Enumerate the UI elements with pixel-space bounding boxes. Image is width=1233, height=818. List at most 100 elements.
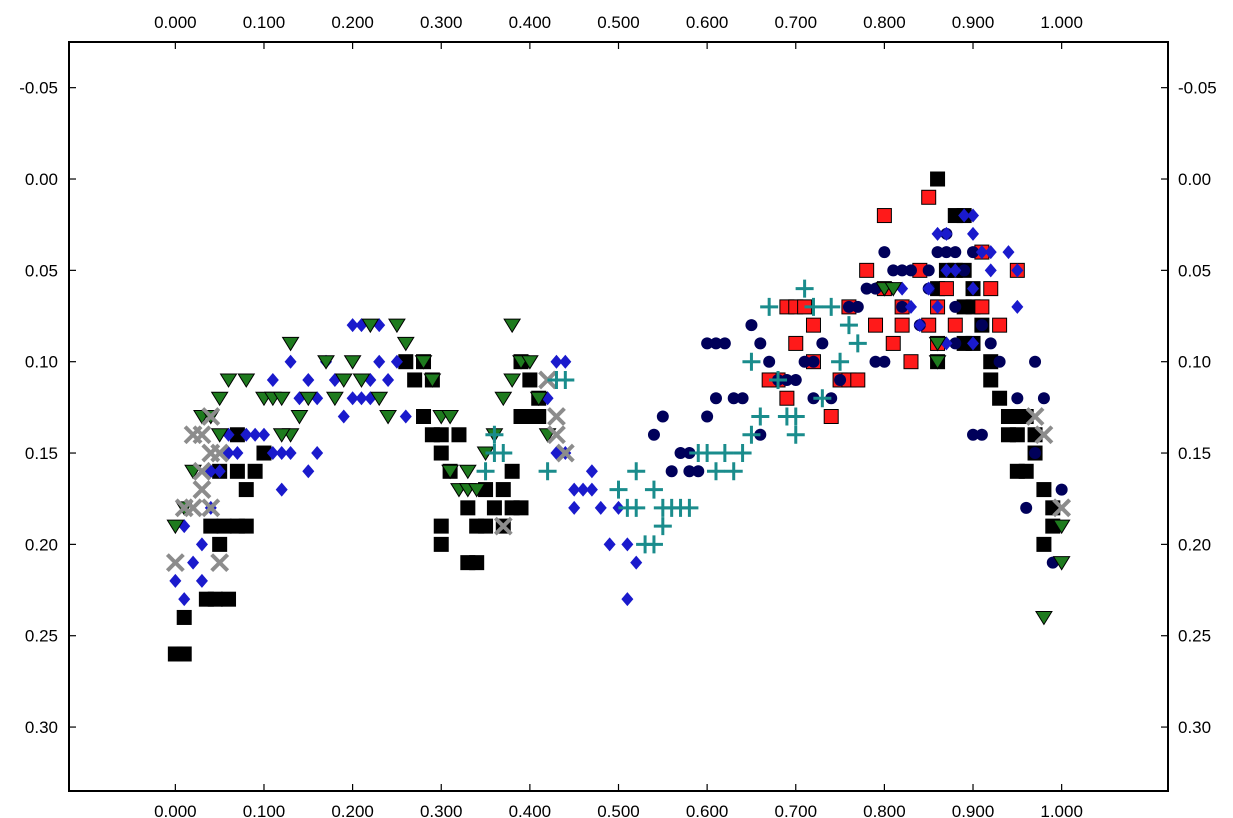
- data-point-circle: [816, 337, 829, 350]
- data-point-square: [451, 427, 467, 443]
- data-point-cross-x: [1034, 425, 1054, 445]
- x-tick-label-top: 0.700: [774, 13, 817, 32]
- data-point-circle: [727, 392, 740, 405]
- data-point-diamond: [266, 446, 279, 461]
- data-point-square: [788, 335, 804, 351]
- data-point-circle: [967, 428, 980, 441]
- data-point-triangle-down: [396, 336, 415, 352]
- x-tick-label-bottom: 0.100: [243, 802, 286, 818]
- data-point-triangle-down: [467, 483, 486, 498]
- data-point-triangle-down: [441, 410, 459, 425]
- data-point-triangle-down: [317, 355, 335, 370]
- data-point-plus: [822, 297, 841, 316]
- data-point-plus: [644, 535, 663, 554]
- data-point-circle: [1055, 483, 1068, 496]
- data-point-plus: [724, 462, 743, 481]
- data-point-diamond: [913, 318, 926, 333]
- data-point-diamond: [568, 500, 581, 515]
- data-point-cross-x: [192, 480, 212, 499]
- data-point-plus: [786, 425, 805, 444]
- data-point-plus: [680, 498, 699, 517]
- data-point-diamond: [302, 464, 315, 479]
- data-point-triangle-down: [334, 373, 353, 388]
- data-point-plus: [715, 444, 734, 463]
- data-point-circle: [656, 410, 669, 423]
- data-point-diamond: [594, 500, 607, 515]
- data-point-diamond: [630, 555, 643, 570]
- data-point-square: [513, 500, 529, 516]
- data-point-plus: [742, 425, 761, 444]
- data-point-plus: [653, 517, 672, 536]
- data-point-cross-x: [1025, 407, 1045, 426]
- data-point-cross-x: [183, 425, 203, 445]
- data-point-triangle-down: [494, 391, 513, 407]
- data-point-diamond: [187, 555, 200, 570]
- data-point-circle: [940, 246, 953, 259]
- data-point-circle: [851, 300, 864, 313]
- data-point-circle: [993, 355, 1006, 368]
- data-point-square: [805, 317, 821, 333]
- data-point-plus: [485, 425, 504, 444]
- data-point-diamond: [967, 208, 980, 223]
- data-point-diamond: [931, 226, 944, 241]
- data-point-square: [433, 445, 449, 461]
- data-point-triangle-down: [370, 391, 389, 407]
- data-point-circle: [718, 337, 731, 350]
- data-point-square: [992, 390, 1008, 406]
- data-point-square: [885, 335, 901, 351]
- data-point-diamond: [967, 281, 980, 296]
- data-point-diamond: [940, 263, 953, 278]
- data-point-diamond: [922, 281, 935, 296]
- data-point-plus: [627, 462, 646, 481]
- data-point-circle: [692, 465, 705, 478]
- data-point-circle: [975, 428, 988, 441]
- data-point-diamond: [284, 446, 297, 461]
- data-point-circle: [878, 246, 891, 259]
- data-point-diamond: [275, 482, 288, 497]
- data-point-diamond: [249, 427, 262, 442]
- data-point-triangle-down: [423, 373, 442, 388]
- axis-ticks: 0.0000.0000.1000.1000.2000.2000.3000.300…: [19, 13, 1217, 818]
- y-tick-label-right: 0.30: [1178, 718, 1211, 737]
- data-point-square: [221, 591, 237, 607]
- data-point-square: [433, 427, 449, 443]
- data-point-circle: [709, 392, 722, 405]
- data-point-square: [1036, 536, 1052, 552]
- data-point-plus: [494, 444, 513, 463]
- data-point-circle: [896, 264, 909, 277]
- data-point-plus: [698, 444, 717, 463]
- data-point-circle: [807, 355, 820, 368]
- x-tick-label-bottom: 0.800: [863, 802, 906, 818]
- data-point-diamond: [284, 354, 297, 369]
- data-point-circle: [709, 337, 722, 350]
- y-tick-label-left: 0.05: [25, 261, 58, 280]
- data-point-square: [868, 317, 884, 333]
- data-point-triangle-down: [388, 318, 406, 334]
- data-point-diamond: [195, 573, 208, 588]
- data-point-diamond: [931, 299, 944, 314]
- data-point-square: [1036, 482, 1052, 498]
- data-point-diamond: [169, 573, 182, 588]
- data-point-plus: [706, 462, 725, 481]
- data-point-square: [407, 372, 423, 388]
- data-point-triangle-down: [352, 373, 371, 388]
- data-point-circle: [869, 355, 882, 368]
- data-point-diamond: [1002, 245, 1015, 260]
- data-point-diamond: [904, 299, 917, 314]
- y-tick-label-right: -0.05: [1178, 79, 1217, 98]
- data-point-diamond: [390, 354, 403, 369]
- data-point-square: [859, 262, 875, 278]
- data-point-square: [779, 390, 795, 406]
- data-point-diamond: [399, 409, 412, 424]
- x-tick-label-bottom: 0.400: [509, 802, 552, 818]
- data-point-diamond: [984, 263, 997, 278]
- data-point-plus: [476, 462, 495, 481]
- x-tick-label-top: 0.600: [686, 13, 729, 32]
- data-point-square: [522, 372, 538, 388]
- y-tick-label-right: 0.20: [1178, 535, 1211, 554]
- x-tick-label-bottom: 0.900: [952, 802, 995, 818]
- data-point-diamond: [257, 427, 270, 442]
- y-tick-label-right: 0.05: [1178, 261, 1211, 280]
- data-point-square: [930, 171, 946, 187]
- data-point-diamond: [355, 391, 368, 406]
